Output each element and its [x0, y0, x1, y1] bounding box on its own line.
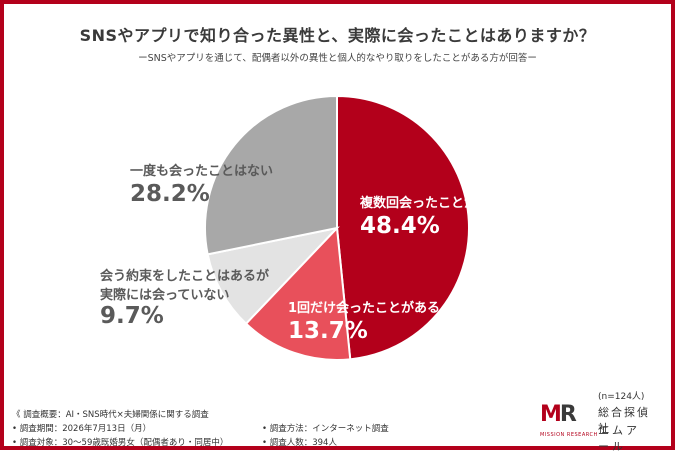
- label-once: 1回だけ会ったことがある 13.7%: [288, 297, 440, 344]
- label-never-met-value: 28.2%: [130, 181, 210, 207]
- slice-multiple-times: [336, 94, 470, 361]
- label-promised-line1: 会う約束をしたことはあるが: [100, 269, 270, 284]
- company-logo: MR MISSION RESEARCH 総合探偵社 エムアール: [540, 402, 652, 453]
- label-multiple-times: 複数回会ったことがある 48.4%: [360, 192, 503, 239]
- logo-name-line2: エムアール: [598, 424, 640, 453]
- survey-period: • 調査期間：2026年7月13日（月）: [12, 424, 152, 434]
- logo-mark: MR: [540, 402, 577, 427]
- survey-count: • 調査人数：394人: [262, 438, 337, 448]
- label-promised-not-met: 会う約束をしたことはあるが 実際には会っていない 9.7%: [100, 267, 270, 329]
- label-promised-value: 9.7%: [100, 303, 164, 329]
- chart-title: SNSやアプリで知り合った異性と、実際に会ったことはありますか？: [79, 26, 596, 45]
- slice-once: [244, 225, 352, 361]
- label-multiple-value: 48.4%: [360, 213, 440, 239]
- label-never-met-name: 一度も会ったことはない: [130, 164, 274, 179]
- survey-target: • 調査対象：30〜59歳既婚男女（配偶者あり・同居中）: [12, 438, 229, 448]
- label-promised-line2: 実際には会っていない: [100, 288, 230, 303]
- slice-never-met: [204, 94, 338, 256]
- label-multiple-name: 複数回会ったことがある: [360, 196, 504, 211]
- logo-subtext: MISSION RESEARCH: [540, 432, 598, 438]
- label-never-met: 一度も会ったことはない 28.2%: [130, 160, 273, 207]
- label-once-value: 13.7%: [288, 318, 368, 344]
- sample-size-note: (n=124人): [598, 392, 645, 402]
- logo-name-line1: 総合探偵社: [598, 406, 650, 435]
- chart-subtitle: ーSNSやアプリを通じて、配偶者以外の異性と個人的なやり取りをしたことがある方が…: [138, 53, 537, 64]
- survey-heading: 《 調査概要：AI・SNS時代×夫婦関係に関する調査: [12, 410, 209, 420]
- label-once-name: 1回だけ会ったことがある: [288, 301, 441, 316]
- survey-method: • 調査方法：インターネット調査: [262, 424, 389, 434]
- slice-promised-not-met: [206, 226, 340, 326]
